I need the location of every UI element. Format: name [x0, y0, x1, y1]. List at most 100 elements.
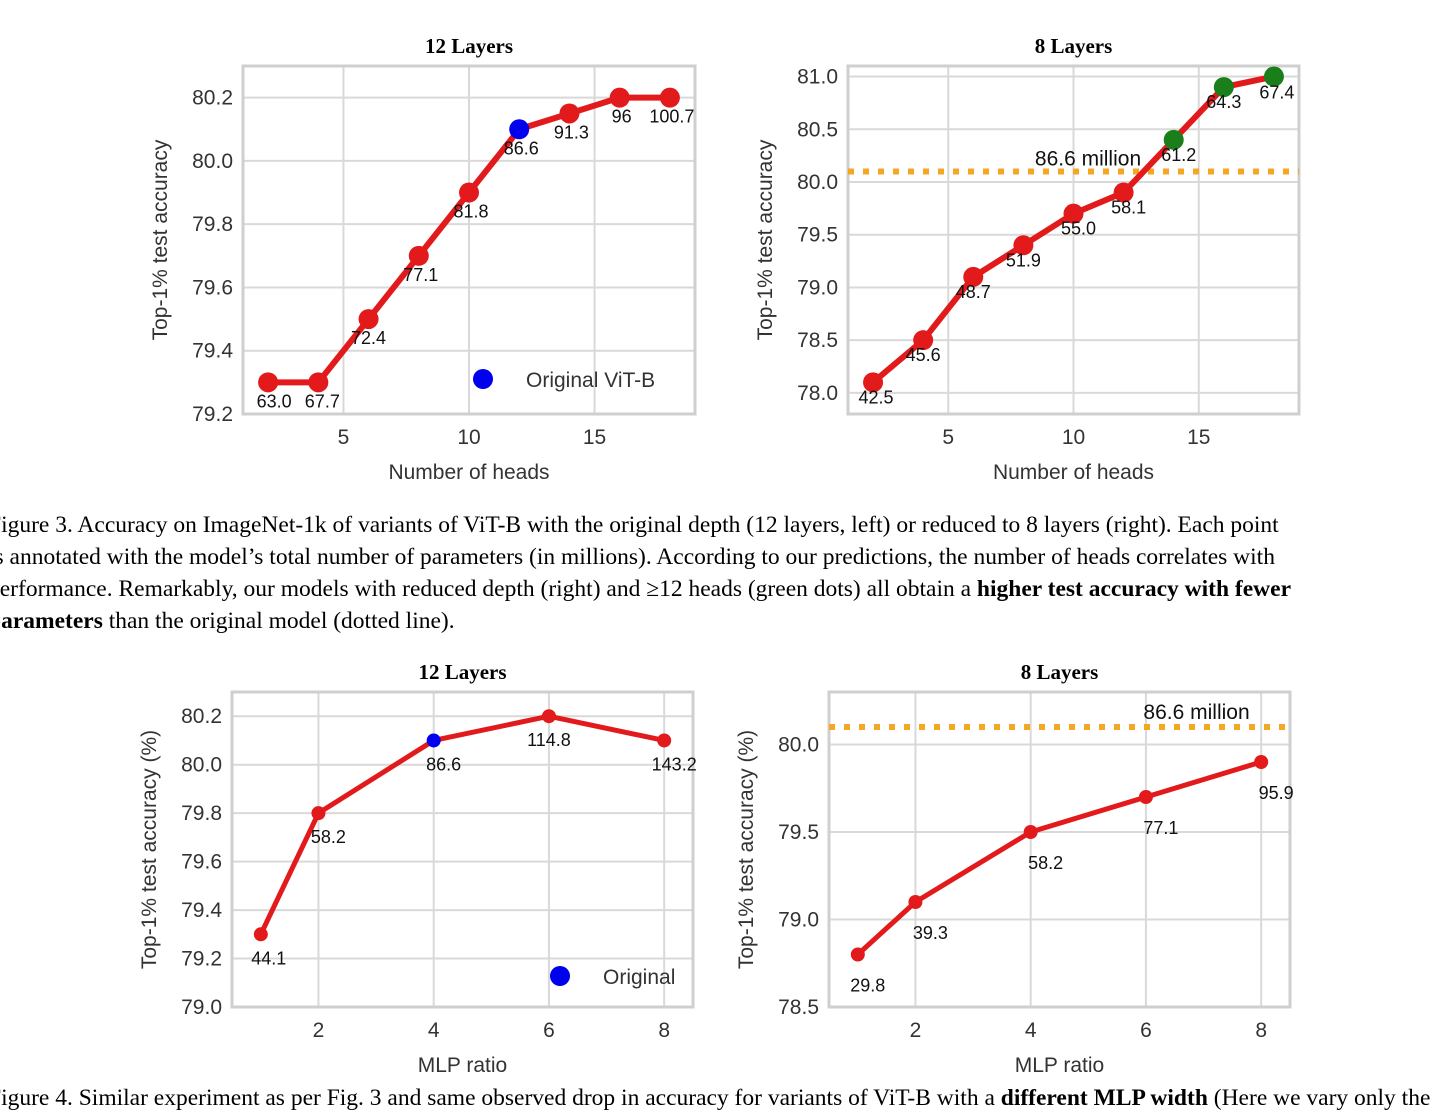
chart-title: 12 Layers: [418, 660, 506, 684]
y-tick-label: 80.0: [797, 171, 838, 194]
caption-line-1: Figure 3. Accuracy on ImageNet-1k of var…: [0, 512, 1279, 538]
x-axis-label: Number of heads: [993, 461, 1154, 484]
reference-line-label: 86.6 million: [1143, 701, 1249, 724]
x-tick-label: 2: [910, 1019, 922, 1042]
x-axis-label: MLP ratio: [1015, 1054, 1105, 1077]
plot-frame: [241, 64, 697, 416]
x-tick-label: 4: [428, 1019, 440, 1042]
x-tick-label: 5: [338, 426, 350, 449]
data-label: 55.0: [1061, 219, 1096, 239]
figure-4-caption-text: Figure 4. Similar experiment as per Fig.…: [0, 1085, 1001, 1111]
y-tick-label: 79.2: [181, 948, 222, 971]
data-point: [913, 330, 934, 351]
data-label: 77.1: [403, 265, 438, 285]
x-tick-label: 8: [1255, 1019, 1267, 1042]
data-point: [850, 947, 865, 962]
data-label: 58.2: [1028, 853, 1063, 873]
data-label: 64.3: [1206, 92, 1241, 112]
data-label: 58.1: [1111, 198, 1146, 218]
y-tick-label: 78.5: [797, 329, 838, 352]
y-tick-label: 79.5: [778, 821, 819, 844]
figure-4-caption: Figure 4. Similar experiment as per Fig.…: [0, 1082, 1456, 1114]
data-point: [1254, 755, 1269, 769]
data-point: [1023, 825, 1038, 839]
legend-label: Original ViT-B: [526, 369, 655, 392]
data-point: [311, 806, 326, 821]
data-point: [459, 182, 479, 203]
data-point: [1113, 182, 1134, 203]
reference-line-label: 86.6 million: [1035, 147, 1141, 170]
data-point: [408, 245, 429, 266]
chart-title: 8 Layers: [1035, 34, 1113, 58]
data-point: [1063, 203, 1084, 224]
y-tick-label: 79.0: [797, 276, 838, 299]
x-tick-label: 6: [1140, 1019, 1152, 1042]
data-point: [659, 87, 680, 108]
chart-title: 12 Layers: [425, 34, 513, 58]
data-label: 58.2: [311, 827, 346, 847]
data-point: [426, 733, 441, 748]
legend-marker: [550, 966, 570, 986]
chart-title: 8 Layers: [1021, 660, 1099, 684]
y-tick-label: 79.4: [181, 899, 222, 922]
data-point: [863, 372, 884, 393]
y-tick-label: 80.2: [192, 87, 233, 110]
legend-marker: [473, 369, 493, 389]
data-point: [1213, 77, 1234, 98]
y-axis-label: Top-1% test accuracy: [754, 139, 777, 340]
y-axis-label: Top-1% test accuracy (%): [138, 730, 161, 969]
data-point: [308, 372, 329, 393]
caption-line-3-text: performance. Remarkably, our models with…: [0, 576, 977, 602]
figure-4-caption-bold: different MLP width: [1000, 1085, 1208, 1111]
data-label: 39.3: [913, 923, 948, 943]
caption-line-4-text: than the original model (dotted line).: [102, 608, 455, 634]
x-tick-label: 5: [942, 426, 954, 449]
x-tick-label: 10: [1062, 426, 1085, 449]
y-tick-label: 80.0: [192, 150, 233, 173]
caption-line-4: parameters than the original model (dott…: [0, 605, 1456, 637]
data-label: 72.4: [351, 328, 386, 348]
y-tick-label: 79.0: [778, 909, 819, 932]
y-tick-label: 80.2: [181, 705, 222, 728]
data-label: 61.2: [1161, 145, 1196, 165]
data-label: 48.7: [956, 282, 991, 302]
data-point: [1163, 129, 1184, 150]
data-point: [258, 372, 279, 393]
caption-line-3-bold: higher test accuracy with fewer: [976, 576, 1292, 602]
y-tick-label: 80.0: [778, 734, 819, 757]
x-axis-label: MLP ratio: [418, 1054, 508, 1077]
data-point: [253, 927, 268, 942]
data-label: 45.6: [906, 345, 941, 365]
plot-frame: [846, 64, 1301, 416]
plot-frame: [827, 690, 1292, 1009]
data-label: 143.2: [652, 754, 697, 774]
data-point: [559, 103, 580, 124]
y-tick-label: 79.8: [192, 213, 233, 236]
data-label: 86.6: [504, 138, 539, 158]
data-label: 42.5: [859, 387, 894, 407]
x-tick-label: 6: [543, 1019, 555, 1042]
y-tick-label: 80.0: [181, 754, 222, 777]
caption-line-3: performance. Remarkably, our models with…: [0, 573, 1456, 605]
y-axis-label: Top-1% test accuracy (%): [735, 730, 758, 969]
data-label: 51.9: [1006, 250, 1041, 270]
caption-line-2: is annotated with the model’s total numb…: [0, 544, 1275, 570]
y-tick-label: 79.6: [181, 851, 222, 874]
data-point: [1138, 790, 1153, 804]
data-point: [509, 119, 530, 140]
legend-label: Original: [603, 966, 675, 989]
y-tick-label: 78.5: [778, 996, 819, 1019]
data-point: [908, 895, 923, 909]
data-label: 67.4: [1259, 83, 1294, 103]
y-tick-label: 79.4: [192, 340, 233, 363]
x-axis-label: Number of heads: [388, 461, 549, 484]
figure-3-caption: Figure 3. Accuracy on ImageNet-1k of var…: [0, 509, 1456, 637]
figure-4-caption-tail: (Here we vary only the: [1207, 1085, 1431, 1111]
y-tick-label: 79.8: [181, 802, 222, 825]
caption-line-4-bold: parameters: [0, 608, 103, 634]
x-tick-label: 4: [1025, 1019, 1037, 1042]
data-label: 67.7: [305, 391, 340, 411]
